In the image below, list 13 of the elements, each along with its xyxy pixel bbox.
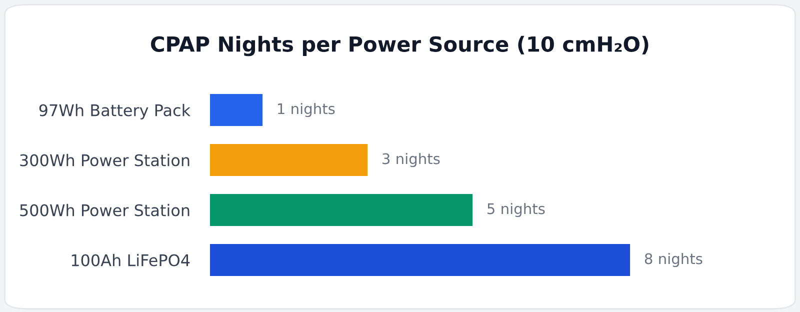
data-label: 5 nights <box>488 202 545 218</box>
y-tick-label: 500Wh Power Station <box>20 204 190 216</box>
y-tick-label: 97Wh Battery Pack <box>39 104 191 120</box>
data-label: 3 nights <box>382 152 440 168</box>
bar <box>210 144 368 176</box>
bar <box>210 244 630 276</box>
y-tick-label: 300Wh Power Station <box>20 154 190 166</box>
y-tick-label: 100Ah LiFePO4 <box>72 254 190 266</box>
bar <box>210 94 263 126</box>
chart-title: CPAP Nights per Power Source (10 cmH₂O) <box>151 36 648 56</box>
data-label: 1 nights <box>278 102 335 118</box>
data-label: 8 nights <box>644 252 702 268</box>
bar <box>210 194 473 226</box>
